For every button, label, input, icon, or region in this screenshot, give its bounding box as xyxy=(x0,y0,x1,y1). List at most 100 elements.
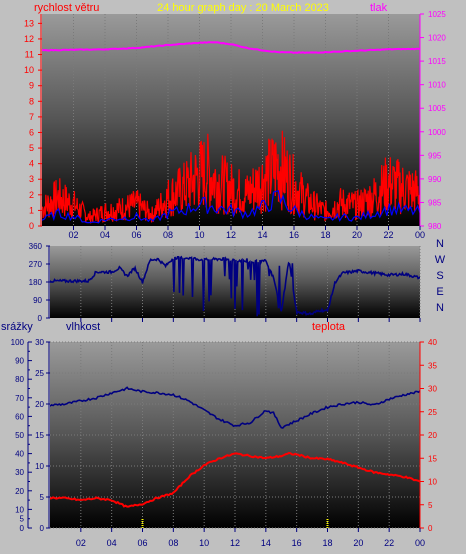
humidity-axis-label: vlhkost xyxy=(66,321,100,333)
humidity-axis: 0 5 10 15 20 25 30 xyxy=(35,338,50,533)
rain-tick-label: 100 xyxy=(11,338,25,347)
x-tick-label: 14 xyxy=(261,538,271,548)
x-tick-label: 02 xyxy=(76,538,86,548)
direction-x-axis xyxy=(80,318,421,322)
rain-tick-label: 50 xyxy=(15,431,24,440)
x-tick-label: 14 xyxy=(257,230,267,240)
rain-tick-label: 90 xyxy=(15,357,24,366)
y-tick-label: 0 xyxy=(38,314,43,323)
humidity-tick-label: 30 xyxy=(35,338,44,347)
y-tick-label: 3 xyxy=(29,174,34,184)
wind-axis-label: rychlost větru xyxy=(34,2,99,14)
rain-tick-label: 0 xyxy=(20,524,25,533)
rain-tick-label: 5 xyxy=(20,515,25,524)
x-tick-label: 18 xyxy=(322,538,332,548)
y-tick-label: 180 xyxy=(29,278,43,287)
y-tick-label: 360 xyxy=(29,242,43,251)
x-tick-label: 08 xyxy=(163,230,173,240)
temperature-axis: 0 5 10 15 20 25 30 35 40 xyxy=(419,338,437,533)
x-tick-label: 12 xyxy=(226,230,236,240)
x-tick-label: 12 xyxy=(230,538,240,548)
temperature-tick-label: 20 xyxy=(428,431,437,440)
x-tick-label: 06 xyxy=(137,538,147,548)
pressure-axis-label: tlak xyxy=(370,2,388,14)
x-tick-label: 18 xyxy=(320,230,330,240)
compass-label: S xyxy=(436,270,443,282)
y-tick-label: 1 xyxy=(29,205,34,215)
x-tick-label: 10 xyxy=(199,538,209,548)
x-tick-label: 06 xyxy=(131,230,141,240)
rain-tick-label: 20 xyxy=(15,487,24,496)
direction-series xyxy=(50,255,420,317)
y-right-tick-label: 1025 xyxy=(428,10,446,19)
wind-x-axis: 02 04 06 08 10 12 14 16 18 20 22 00 xyxy=(68,226,425,240)
humidity-tick-label: 10 xyxy=(35,462,44,471)
x-tick-label: 22 xyxy=(384,538,394,548)
humidity-tick-label: 15 xyxy=(35,431,44,440)
y-tick-label: 9 xyxy=(29,81,34,91)
y-right-tick-label: 1005 xyxy=(428,104,446,113)
y-tick-label: 4 xyxy=(29,159,34,169)
temperature-tick-label: 10 xyxy=(428,478,437,487)
series-pressure xyxy=(42,41,420,54)
compass-label: N xyxy=(436,302,444,314)
y-right-tick-label: 995 xyxy=(428,151,442,160)
compass-label: W xyxy=(435,254,446,266)
y-right-tick-label: 990 xyxy=(428,175,442,184)
humidity-tick-label: 0 xyxy=(40,524,45,533)
rain-tick-label: 80 xyxy=(15,375,24,384)
x-tick-label: 04 xyxy=(107,538,117,548)
temperature-tick-label: 30 xyxy=(428,385,437,394)
humidity-tick-label: 5 xyxy=(40,493,45,502)
rain-tick-label: 30 xyxy=(15,468,24,477)
y-tick-label: 5 xyxy=(29,143,34,153)
series-temperature xyxy=(50,451,420,508)
series-wind-gust xyxy=(42,130,420,224)
x-tick-label: 02 xyxy=(68,230,78,240)
y-tick-label: 90 xyxy=(33,296,42,305)
x-tick-label: 16 xyxy=(289,230,299,240)
x-tick-label: 22 xyxy=(383,230,393,240)
rain-axis-label: srážky xyxy=(1,321,33,333)
x-tick-label: 00 xyxy=(415,230,425,240)
y-tick-label: 10 xyxy=(24,65,34,75)
temperature-axis-label: teplota xyxy=(312,321,346,333)
y-right-tick-label: 980 xyxy=(428,222,442,231)
temperature-tick-label: 5 xyxy=(428,501,433,510)
temperature-tick-label: 40 xyxy=(428,338,437,347)
y-right-tick-label: 1020 xyxy=(428,34,446,43)
temperature-tick-label: 25 xyxy=(428,408,437,417)
temperature-series xyxy=(50,386,420,528)
wind-right-axis: 980 985 990 995 1000 1005 1010 1015 1020 1025 xyxy=(419,10,446,231)
temperature-x-axis: 02 04 06 08 10 12 14 16 18 20 22 00 xyxy=(76,528,425,548)
y-tick-label: 11 xyxy=(25,50,34,60)
direction-left-axis: 0 90 180 270 360 xyxy=(29,242,50,323)
y-tick-label: 12 xyxy=(24,34,34,44)
x-tick-label: 08 xyxy=(168,538,178,548)
x-tick-label: 20 xyxy=(353,538,363,548)
temperature-tick-label: 35 xyxy=(428,361,437,370)
humidity-tick-label: 20 xyxy=(35,400,44,409)
y-tick-label: 0 xyxy=(29,221,34,231)
humidity-tick-label: 25 xyxy=(35,369,44,378)
x-tick-label: 20 xyxy=(352,230,362,240)
rain-tick-label: 10 xyxy=(15,505,24,514)
y-right-tick-label: 1015 xyxy=(428,57,446,66)
series-humidity xyxy=(50,386,420,429)
y-right-tick-label: 1000 xyxy=(428,128,446,137)
rain-tick-label: 40 xyxy=(15,450,24,459)
rain-tick-label: 60 xyxy=(15,412,24,421)
y-tick-label: 270 xyxy=(29,260,43,269)
compass-label: N xyxy=(436,238,444,250)
wind-series xyxy=(42,41,420,224)
y-tick-label: 2 xyxy=(29,190,34,200)
series-wind-direction xyxy=(50,255,420,317)
y-tick-label: 13 xyxy=(24,18,34,28)
rain-tick-label: 70 xyxy=(15,394,24,403)
x-tick-label: 10 xyxy=(194,230,204,240)
compass-label: E xyxy=(436,286,443,298)
